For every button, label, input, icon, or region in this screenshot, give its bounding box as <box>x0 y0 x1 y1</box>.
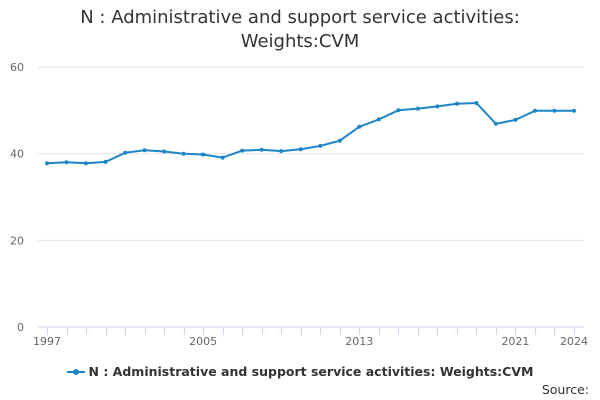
data-point-2020 <box>493 121 498 126</box>
x-tick-label-2021: 2021 <box>501 335 529 348</box>
data-point-2007 <box>240 148 245 153</box>
series-line <box>46 102 575 165</box>
data-point-2005 <box>201 152 206 157</box>
grid-layer <box>38 66 584 241</box>
axis-layer <box>38 326 584 335</box>
data-point-2015 <box>396 108 401 113</box>
data-point-2009 <box>279 149 284 154</box>
legend-dot <box>72 368 79 375</box>
data-point-2002 <box>142 148 147 153</box>
x-tick-label-1997: 1997 <box>33 335 61 348</box>
y-tick-label-20: 20 <box>10 234 24 247</box>
data-point-2024 <box>572 108 576 113</box>
x-tick-label-2013: 2013 <box>345 335 373 348</box>
data-point-2003 <box>162 149 167 154</box>
y-tick-label-60: 60 <box>10 61 24 74</box>
data-point-2023 <box>552 108 557 113</box>
chart-title-line-1: N : Administrative and support service a… <box>80 7 520 28</box>
data-point-2021 <box>513 117 518 122</box>
data-point-2016 <box>415 106 420 111</box>
data-point-2013 <box>357 124 362 129</box>
data-point-2022 <box>533 108 537 113</box>
x-tick-label-2024: 2024 <box>560 335 588 348</box>
data-point-2017 <box>435 104 440 109</box>
data-point-2014 <box>376 117 381 122</box>
chart-title-line-2: Weights:CVM <box>240 31 360 52</box>
data-point-2004 <box>181 151 186 156</box>
data-point-2008 <box>259 147 264 152</box>
data-point-1999 <box>84 161 88 166</box>
x-axis-ticks: 1997 2005 2013 2021 2024 <box>33 335 588 348</box>
data-point-1998 <box>64 160 69 165</box>
y-axis-ticks: 0 20 40 60 <box>10 61 24 334</box>
chart-legend[interactable]: N : Administrative and support service a… <box>0 364 600 379</box>
chart-title: N : Administrative and support service a… <box>0 6 600 54</box>
data-point-1997 <box>45 161 49 166</box>
data-point-2000 <box>103 159 108 164</box>
data-point-2019 <box>474 101 479 105</box>
legend-series-marker-icon <box>66 367 85 377</box>
data-point-2006 <box>220 155 225 160</box>
data-point-2018 <box>454 101 459 106</box>
data-point-2011 <box>318 143 323 148</box>
legend-label: N : Administrative and support service a… <box>88 364 534 379</box>
series-layer <box>45 101 576 166</box>
data-point-2001 <box>123 150 128 155</box>
data-point-2010 <box>298 147 303 152</box>
y-tick-label-0: 0 <box>17 321 24 334</box>
y-tick-label-40: 40 <box>10 148 24 161</box>
x-tick-label-2005: 2005 <box>189 335 217 348</box>
source-label: Source: <box>541 382 589 397</box>
data-point-2012 <box>337 138 342 143</box>
